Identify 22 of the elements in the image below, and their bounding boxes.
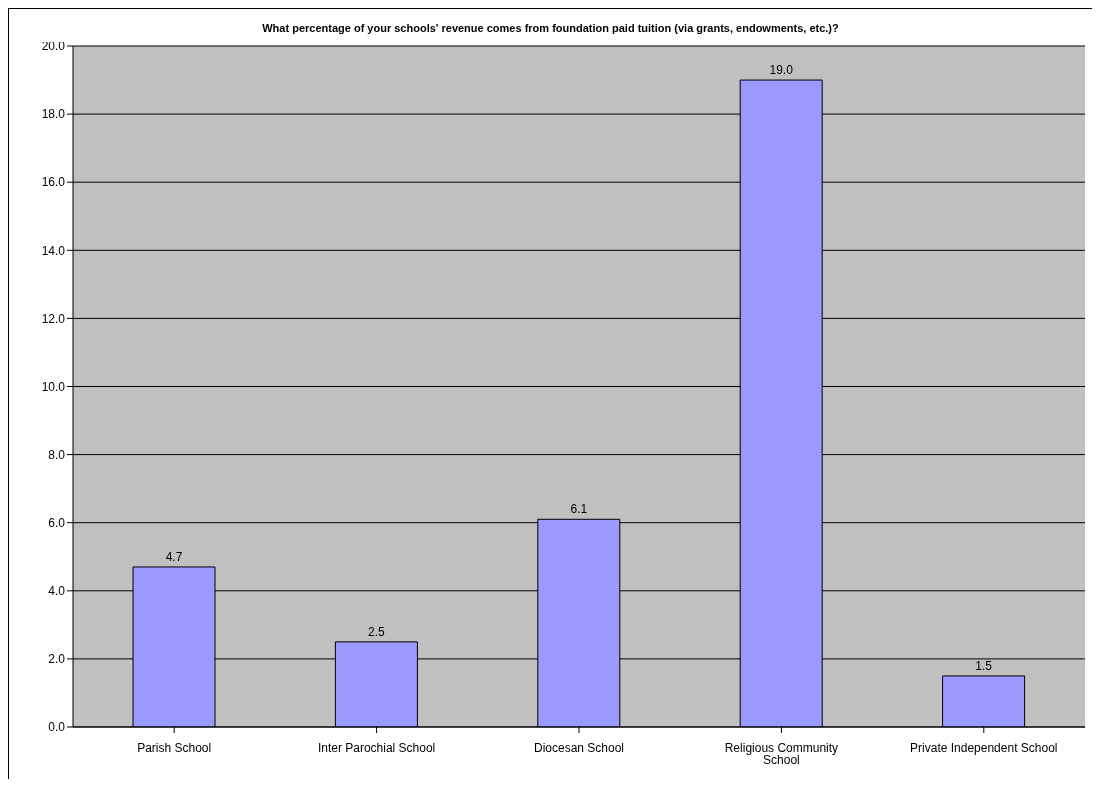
y-tick-label: 20.0: [41, 39, 66, 54]
x-tick-label: Religious Community School: [724, 740, 839, 767]
chart-title: What percentage of your schools' revenue comes from foundation paid tuition (via grants, endowments, etc.)?: [262, 22, 839, 34]
y-tick-label: 6.0: [48, 515, 66, 530]
x-tick-label: Inter Parochial School: [317, 740, 436, 755]
data-label: 1.5: [975, 658, 993, 673]
data-label: 6.1: [570, 502, 588, 517]
y-tick-label: 0.0: [48, 720, 66, 735]
data-label: 19.0: [769, 63, 794, 78]
y-tick-label: 10.0: [41, 379, 66, 394]
data-label: 4.7: [165, 549, 183, 564]
x-tick-label: Diocesan School: [533, 740, 625, 755]
x-tick-label: Private Independent School: [910, 740, 1058, 755]
y-tick-label: 8.0: [48, 447, 66, 462]
y-tick-label: 18.0: [41, 107, 66, 122]
y-tick-label: 14.0: [41, 243, 66, 258]
x-tick-label: Parish School: [137, 740, 212, 755]
y-tick-label: 16.0: [41, 175, 66, 190]
y-tick-label: 4.0: [48, 584, 66, 599]
data-label: 2.5: [368, 624, 386, 639]
y-tick-label: 2.0: [48, 652, 66, 667]
y-tick-label: 12.0: [41, 311, 66, 326]
